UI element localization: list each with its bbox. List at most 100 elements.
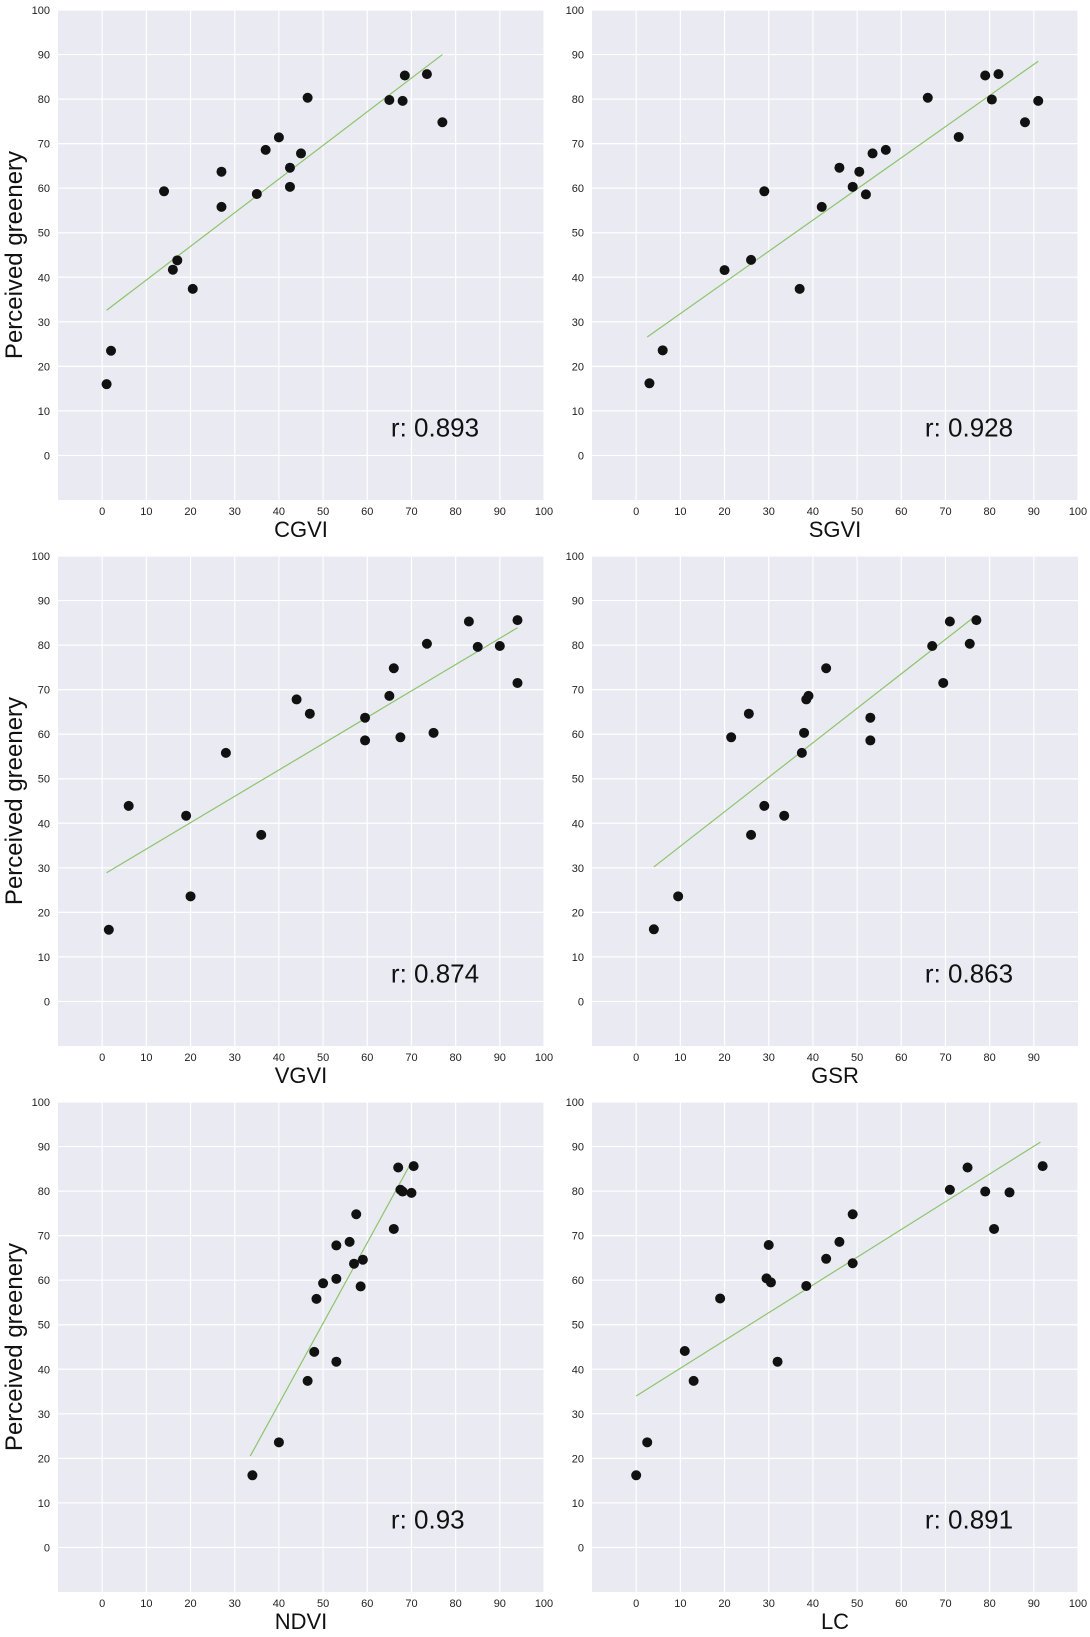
data-point <box>106 345 117 356</box>
y-tick-label: 50 <box>572 228 584 240</box>
x-tick-label: 90 <box>494 1598 506 1610</box>
chart-panel-2: 0 10 20 30 40 50 60 70 80 90 100 0 10 20 30 40 50 60 70 80 9… <box>566 5 1088 542</box>
x-tick-label: 10 <box>674 506 686 518</box>
y-tick-label: 60 <box>572 729 584 741</box>
y-tick-label: 50 <box>38 228 50 240</box>
data-point <box>349 1258 360 1269</box>
data-point <box>472 641 483 652</box>
x-tick-label: 60 <box>895 506 907 518</box>
data-point <box>867 148 878 159</box>
y-tick-label: 80 <box>38 640 50 652</box>
data-point <box>251 188 262 199</box>
data-point <box>302 1375 313 1386</box>
y-tick-label: 50 <box>38 774 50 786</box>
correlation-annotation: r: 0.891 <box>925 1504 1013 1534</box>
data-point <box>512 615 523 626</box>
y-tick-label: 0 <box>578 996 584 1008</box>
data-point <box>1033 95 1044 106</box>
y-tick-label: 10 <box>38 952 50 964</box>
data-point <box>311 1293 322 1304</box>
data-point <box>331 1240 342 1251</box>
y-tick-label: 20 <box>38 361 50 373</box>
data-point <box>944 616 955 627</box>
data-point <box>759 186 770 197</box>
y-tick-label: 70 <box>572 139 584 151</box>
data-point <box>719 265 730 276</box>
y-tick-label: 80 <box>38 1186 50 1198</box>
data-point <box>437 117 448 128</box>
data-point <box>172 255 183 266</box>
data-point <box>746 254 757 265</box>
data-point <box>181 810 192 821</box>
y-tick-label: 60 <box>572 183 584 195</box>
y-tick-label: 30 <box>38 1409 50 1421</box>
data-point <box>291 694 302 705</box>
y-tick-label: 80 <box>572 640 584 652</box>
x-tick-label: 20 <box>718 1052 730 1064</box>
plot-area <box>58 10 544 500</box>
x-tick-label: 0 <box>99 506 105 518</box>
data-point <box>360 735 371 746</box>
data-point <box>644 378 655 389</box>
y-axis-label: Perceived greenery <box>1 151 28 359</box>
data-point <box>964 638 975 649</box>
x-tick-label: 90 <box>1028 506 1040 518</box>
data-point <box>927 640 938 651</box>
data-point <box>803 690 814 701</box>
x-tick-label: 50 <box>317 506 329 518</box>
data-point <box>715 1293 726 1304</box>
correlation-annotation: r: 0.893 <box>391 412 479 442</box>
data-point <box>357 1254 368 1265</box>
data-point <box>834 1236 845 1247</box>
x-tick-label: 0 <box>633 506 639 518</box>
data-point <box>421 69 432 80</box>
x-tick-label: 40 <box>273 506 285 518</box>
data-point <box>331 1273 342 1284</box>
data-point <box>395 732 406 743</box>
data-point <box>216 166 227 177</box>
data-point <box>746 829 757 840</box>
x-axis-label: NDVI <box>275 1609 328 1634</box>
data-point <box>779 810 790 821</box>
x-tick-label: 10 <box>674 1052 686 1064</box>
data-point <box>388 1223 399 1234</box>
data-point <box>384 690 395 701</box>
chart-panel-1: 0 10 20 30 40 50 60 70 80 90 100 0 10 20 30 40 50 60 70 80 9… <box>1 5 553 542</box>
regression-line <box>249 1161 412 1457</box>
data-point <box>397 1186 408 1197</box>
x-tick-label: 60 <box>361 1052 373 1064</box>
y-tick-label: 100 <box>566 551 584 563</box>
y-tick-label: 0 <box>44 450 50 462</box>
data-point <box>397 95 408 106</box>
y-tick-label: 30 <box>572 317 584 329</box>
y-tick-label: 60 <box>572 1275 584 1287</box>
data-point <box>123 800 134 811</box>
data-point <box>393 1162 404 1173</box>
x-tick-label: 70 <box>939 1052 951 1064</box>
x-tick-label: 60 <box>895 1598 907 1610</box>
plot-area <box>58 556 544 1046</box>
data-point <box>512 677 523 688</box>
data-point <box>631 1470 642 1481</box>
x-tick-label: 30 <box>763 1052 775 1064</box>
x-tick-label: 80 <box>450 506 462 518</box>
x-tick-label: 80 <box>984 1598 996 1610</box>
data-point <box>167 264 178 275</box>
data-point <box>284 181 295 192</box>
y-tick-label: 20 <box>572 907 584 919</box>
x-tick-label: 50 <box>851 1598 863 1610</box>
correlation-annotation: r: 0.863 <box>925 958 1013 988</box>
y-tick-label: 50 <box>572 774 584 786</box>
data-point <box>351 1209 362 1220</box>
data-point <box>216 201 227 212</box>
data-point <box>103 924 114 935</box>
data-point <box>296 148 306 159</box>
data-point <box>273 1437 284 1448</box>
x-tick-label: 0 <box>99 1598 105 1610</box>
y-tick-label: 40 <box>38 1364 50 1376</box>
y-tick-label: 30 <box>38 863 50 875</box>
data-point <box>847 1258 858 1269</box>
y-tick-label: 40 <box>572 272 584 284</box>
x-tick-label: 20 <box>184 1052 196 1064</box>
chart-panel-6: 0 10 20 30 40 50 60 70 80 90 100 0 10 20 30 40 50 60 70 80 9… <box>566 1097 1088 1634</box>
